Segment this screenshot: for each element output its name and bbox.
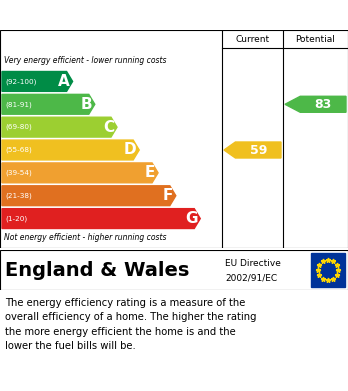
Text: (1-20): (1-20) — [5, 215, 27, 222]
Polygon shape — [224, 142, 281, 158]
Text: C: C — [103, 120, 114, 135]
Text: England & Wales: England & Wales — [5, 260, 189, 280]
Polygon shape — [2, 209, 200, 228]
Text: Not energy efficient - higher running costs: Not energy efficient - higher running co… — [4, 233, 166, 242]
Text: Potential: Potential — [295, 34, 335, 43]
Text: (21-38): (21-38) — [5, 192, 32, 199]
Text: EU Directive: EU Directive — [225, 260, 281, 269]
Text: (39-54): (39-54) — [5, 170, 32, 176]
Polygon shape — [285, 96, 346, 112]
Text: The energy efficiency rating is a measure of the
overall efficiency of a home. T: The energy efficiency rating is a measur… — [5, 298, 256, 351]
Text: (81-91): (81-91) — [5, 101, 32, 108]
Text: (55-68): (55-68) — [5, 147, 32, 153]
Text: (69-80): (69-80) — [5, 124, 32, 130]
Text: Very energy efficient - lower running costs: Very energy efficient - lower running co… — [4, 56, 166, 65]
Polygon shape — [2, 72, 73, 91]
Text: 59: 59 — [250, 143, 267, 156]
Polygon shape — [2, 94, 95, 114]
Text: 2002/91/EC: 2002/91/EC — [225, 273, 277, 283]
Bar — [311, 253, 345, 287]
Text: G: G — [185, 211, 197, 226]
Text: D: D — [124, 142, 136, 158]
Text: 83: 83 — [315, 98, 332, 111]
Polygon shape — [2, 186, 176, 206]
Polygon shape — [2, 117, 117, 137]
Text: Energy Efficiency Rating: Energy Efficiency Rating — [10, 7, 220, 23]
Text: (92-100): (92-100) — [5, 78, 37, 85]
Text: Current: Current — [236, 34, 270, 43]
Text: B: B — [80, 97, 92, 112]
Text: F: F — [163, 188, 173, 203]
Polygon shape — [2, 163, 158, 183]
Polygon shape — [2, 140, 139, 160]
Text: E: E — [145, 165, 155, 180]
Text: A: A — [58, 74, 70, 89]
